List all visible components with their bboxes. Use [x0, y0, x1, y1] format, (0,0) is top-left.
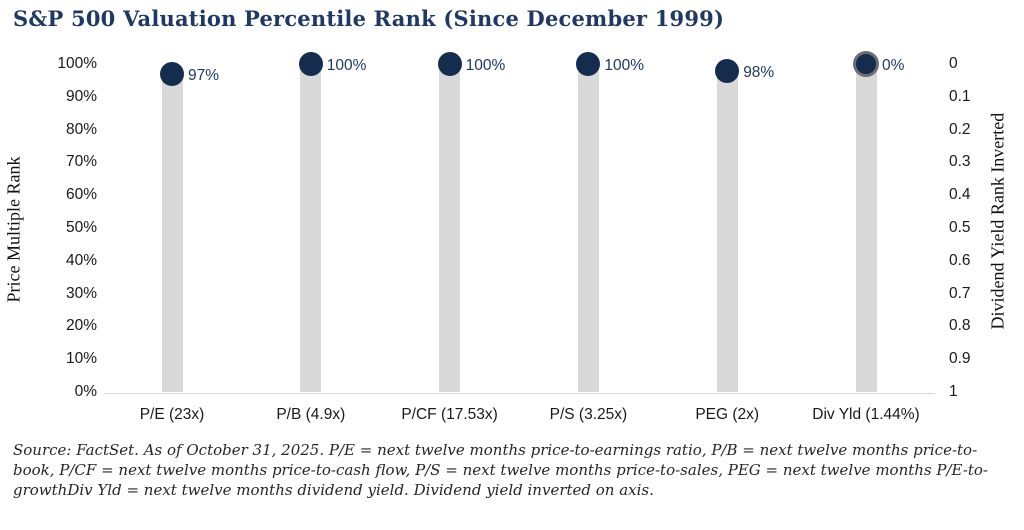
x-axis-category-label: P/B (4.9x)	[276, 406, 346, 423]
x-axis-category-label: P/S (3.25x)	[549, 406, 628, 423]
x-axis-category-label: Div Yld (1.44%)	[812, 406, 920, 423]
right-axis-tick-label: 0.5	[949, 219, 971, 236]
right-axis-tick-label: 0.8	[949, 317, 971, 335]
data-point-marker	[298, 52, 323, 76]
data-point-marker	[576, 52, 601, 76]
left-axis-title: Price Multiple Rank	[3, 156, 24, 303]
right-axis-tick-label: 0.9	[949, 350, 971, 368]
right-axis-tick-label: 0.3	[949, 153, 971, 171]
source-note: Source: FactSet. As of October 31, 2025.…	[13, 441, 988, 500]
right-axis-tick-label: 0.1	[949, 87, 971, 105]
left-axis-tick-label: 30%	[65, 284, 97, 302]
data-point-value-label: 0%	[882, 57, 905, 74]
bar	[577, 64, 599, 392]
chart-title: S&P 500 Valuation Percentile Rank (Since…	[13, 6, 725, 31]
left-axis-tick-label: 70%	[65, 153, 97, 171]
bar	[439, 64, 461, 392]
right-axis-tick-label: 0.2	[949, 120, 971, 138]
right-axis-tick-label: 0.4	[949, 186, 971, 204]
bar	[161, 73, 183, 392]
bar	[716, 70, 738, 392]
data-point-value-label: 100%	[465, 57, 506, 74]
data-point-marker	[437, 52, 462, 76]
data-point-value-label: 97%	[188, 66, 220, 84]
bar	[855, 64, 877, 392]
x-axis-line	[104, 392, 935, 394]
data-point-marker	[160, 61, 184, 86]
data-point-value-label: 100%	[326, 57, 367, 74]
x-axis-category-label: PEG (2x)	[695, 406, 760, 423]
bar	[300, 64, 322, 392]
left-axis-tick-label: 90%	[65, 87, 97, 105]
data-point-value-label: 100%	[604, 57, 645, 74]
right-axis-tick-label: 0.6	[949, 251, 971, 269]
left-axis-tick-label: 50%	[65, 219, 97, 236]
left-axis-tick-label: 100%	[57, 55, 97, 72]
right-axis-tick-label: 0	[949, 55, 958, 72]
data-point-marker	[853, 51, 879, 77]
x-axis-category-label: P/E (23x)	[139, 406, 205, 423]
right-axis-tick-label: 0.7	[949, 284, 971, 302]
left-axis-tick-label: 60%	[65, 186, 97, 204]
left-axis-tick-label: 20%	[65, 317, 97, 335]
data-point-marker	[715, 58, 740, 83]
right-axis-tick-label: 1	[949, 383, 958, 400]
data-point-value-label: 98%	[743, 63, 775, 81]
left-axis-tick-label: 40%	[65, 251, 97, 269]
left-axis-tick-label: 80%	[65, 120, 97, 138]
x-axis-category-label: P/CF (17.53x)	[401, 406, 498, 423]
left-axis-tick-label: 0%	[74, 383, 97, 400]
right-axis-title: Dividend Yield Rank Inverted	[987, 112, 1008, 330]
left-axis-tick-label: 10%	[65, 350, 97, 368]
